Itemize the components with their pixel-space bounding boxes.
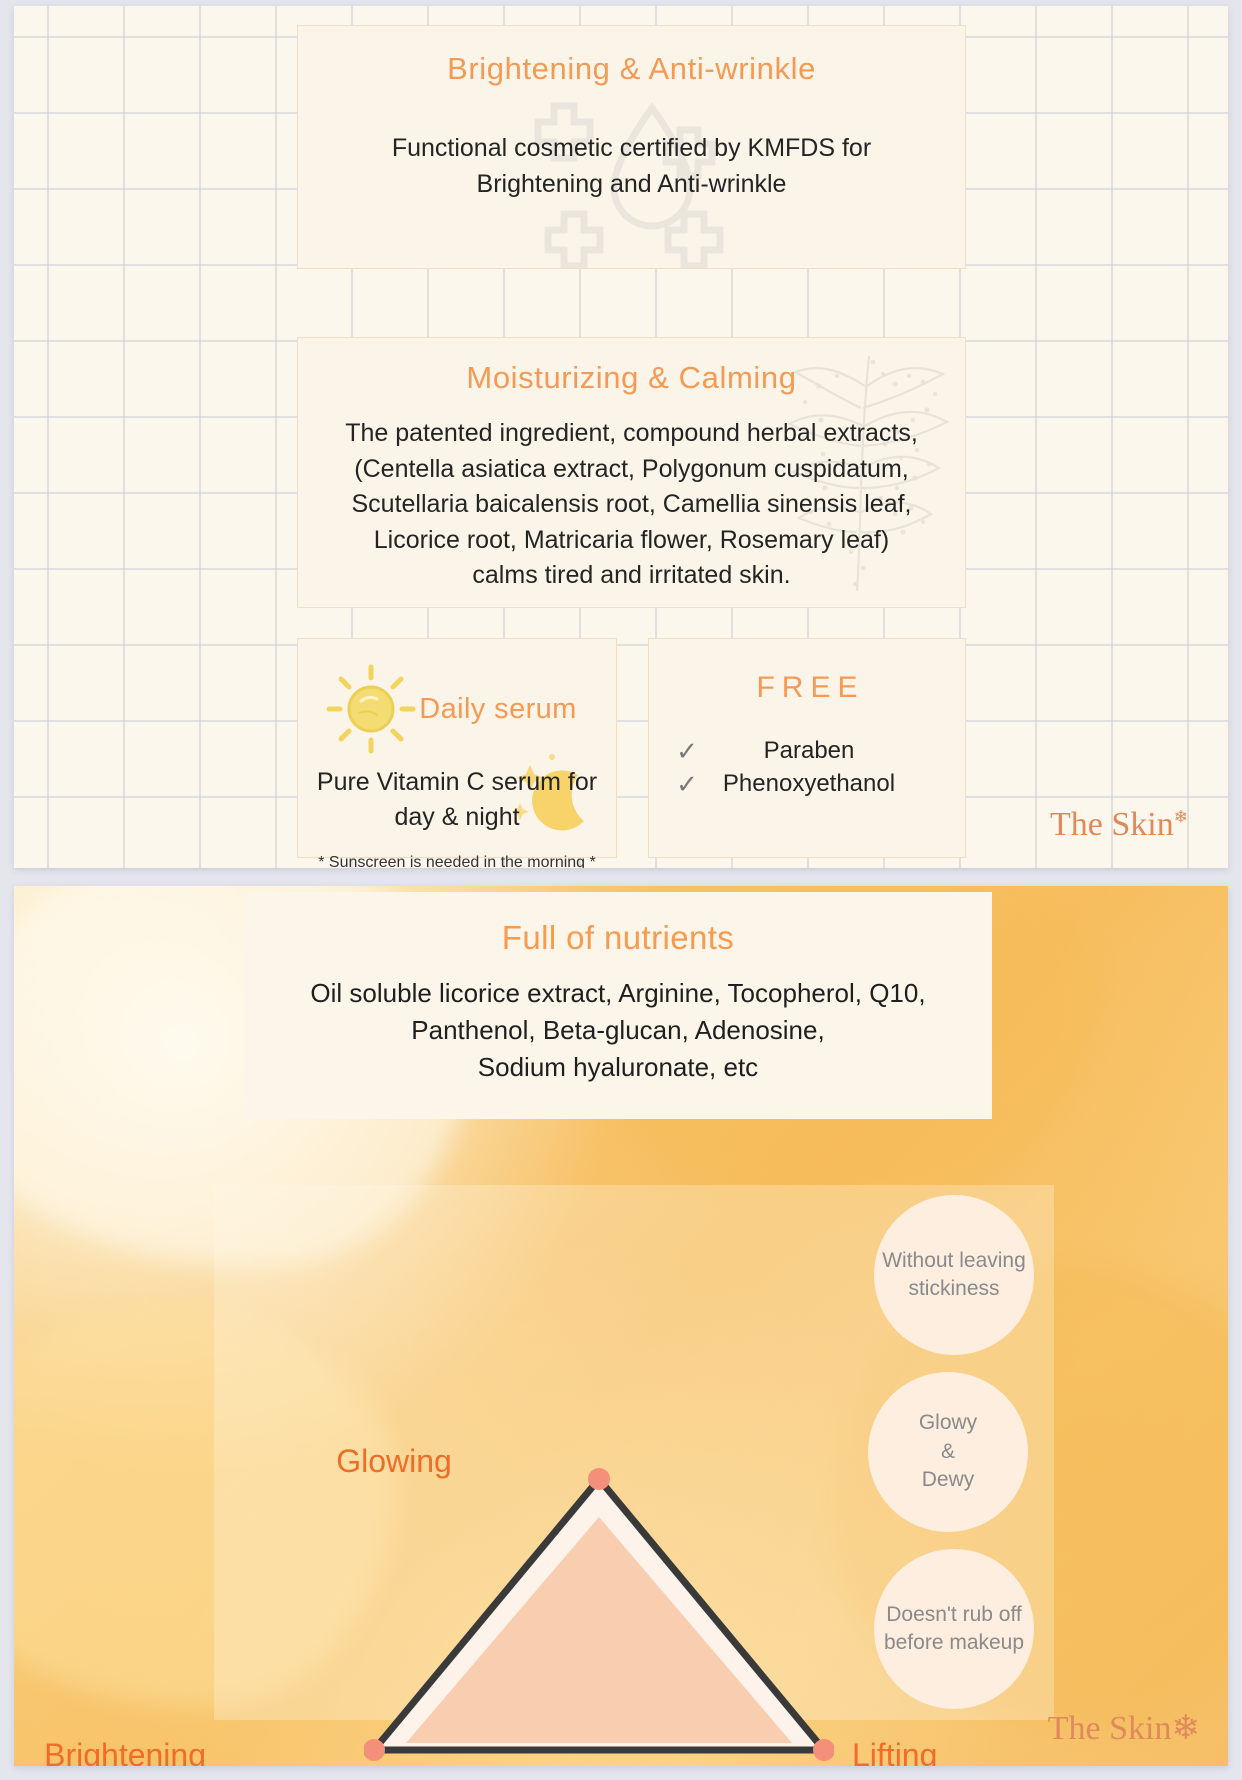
- panel-features: Brightening & Anti-wrinkle Functional co…: [14, 6, 1228, 868]
- card-brightening-body: Functional cosmetic certified by KMFDS f…: [298, 131, 965, 202]
- card-moisturizing-body-line1: The patented ingredient, compound herbal…: [345, 419, 918, 447]
- benefit-bubble-line1: Glowy: [918, 1411, 978, 1435]
- brand-logo: The Skin❄: [1048, 1708, 1200, 1748]
- free-list-item: ✓ Phenoxyethanol: [665, 768, 965, 801]
- benefit-bubble-line3: Dewy: [921, 1468, 975, 1492]
- free-item-label: Paraben: [763, 737, 855, 765]
- benefit-bubble-line1: Doesn't rub off: [886, 1602, 1022, 1626]
- panel-nutrients: Full of nutrients Oil soluble licorice e…: [14, 886, 1228, 1766]
- card-moisturizing-body-line3: Scutellaria baicalensis root, Camellia s…: [351, 490, 912, 518]
- paw-flower-icon: ❄: [1173, 807, 1188, 827]
- card-nutrients-body: Oil soluble licorice extract, Arginine, …: [244, 975, 992, 1086]
- brand-logo-text: The Skin: [1050, 806, 1174, 843]
- card-moisturizing-body-line2: (Centella asiatica extract, Polygonum cu…: [354, 454, 909, 483]
- daily-serum-note: * Sunscreen is needed in the morning *: [318, 854, 596, 868]
- card-nutrients-body-line3: Sodium hyaluronate, etc: [477, 1051, 759, 1082]
- daily-serum-body: Pure Vitamin C serum for day & night: [298, 765, 616, 834]
- card-brightening-body-line2: Brightening and Anti-wrinkle: [476, 169, 787, 198]
- benefit-bubble: Doesn't rub off before makeup: [874, 1549, 1034, 1709]
- triangle-vertex-dot-lifting: [813, 1739, 834, 1761]
- check-icon: ✓: [676, 736, 698, 766]
- triangle-shape: [364, 1468, 834, 1761]
- card-brightening-title: Brightening & Anti-wrinkle: [447, 51, 816, 86]
- check-icon: ✓: [676, 768, 698, 799]
- triangle-vertex-label-brightening: Brightening: [44, 1737, 206, 1766]
- triangle-vertex-label-glowing: Glowing: [336, 1443, 452, 1479]
- free-list: ✓ Paraben ✓ Phenoxyethanol: [649, 735, 965, 800]
- brand-logo: The Skin❄: [1050, 806, 1188, 844]
- card-moisturizing-body: The patented ingredient, compound herbal…: [298, 416, 965, 594]
- free-item-label: Phenoxyethanol: [722, 769, 896, 797]
- card-moisturizing-title: Moisturizing & Calming: [466, 360, 797, 395]
- benefit-bubble: Glowy & Dewy: [868, 1372, 1028, 1532]
- card-free: FREE ✓ Paraben ✓ Phenoxyethanol: [648, 638, 966, 858]
- card-nutrients-body-line2: Panthenol, Beta-glucan, Adenosine,: [411, 1014, 825, 1045]
- brand-logo-text: The Skin: [1047, 1710, 1172, 1747]
- card-brightening: Brightening & Anti-wrinkle Functional co…: [297, 25, 966, 269]
- daily-serum-body-line2: day & night: [394, 802, 520, 831]
- free-list-item: ✓ Paraben: [665, 735, 965, 768]
- card-free-title: FREE: [756, 671, 865, 704]
- daily-serum-title: Daily serum: [419, 692, 577, 725]
- triangle-vertex-label-lifting: Lifting: [852, 1737, 938, 1766]
- card-full-of-nutrients: Full of nutrients Oil soluble licorice e…: [244, 892, 992, 1119]
- card-moisturizing: Moisturizing & Calming The patented ingr…: [297, 337, 966, 608]
- card-daily-serum: Daily serum Pure Vitamin C serum for day…: [297, 638, 617, 868]
- benefit-bubble-line2: stickiness: [908, 1277, 1000, 1300]
- crescent-moon-stars-icon: [511, 754, 584, 831]
- card-nutrients-title: Full of nutrients: [501, 919, 735, 956]
- card-moisturizing-body-line4: Licorice root, Matricaria flower, Rosema…: [373, 525, 890, 554]
- daily-serum-header: Daily serum: [298, 639, 616, 757]
- benefit-bubble: Without leaving stickiness: [874, 1195, 1034, 1355]
- card-nutrients-body-line1: Oil soluble licorice extract, Arginine, …: [310, 978, 926, 1008]
- daily-serum-body-line1: Pure Vitamin C serum for: [316, 768, 598, 796]
- paw-flower-icon: ❄: [1171, 1710, 1201, 1747]
- triangle-vertex-dot-brightening: [364, 1739, 385, 1761]
- triangle-vertex-dot-glowing: [588, 1468, 610, 1490]
- card-moisturizing-body-line5: calms tired and irritated skin.: [472, 561, 791, 589]
- benefit-bubble-line1: Without leaving: [882, 1248, 1026, 1272]
- card-brightening-body-line1: Functional cosmetic certified by KMFDS f…: [391, 134, 872, 162]
- benefit-bubble-line2: before makeup: [883, 1631, 1025, 1654]
- benefit-bubbles: Without leaving stickiness Glowy & Dewy …: [868, 1195, 1048, 1709]
- benefit-bubble-line2: &: [940, 1439, 955, 1463]
- sun-icon: [326, 664, 416, 754]
- benefit-triangle-diagram: Glowing Brightening Lifting Without leav…: [44, 1185, 1054, 1766]
